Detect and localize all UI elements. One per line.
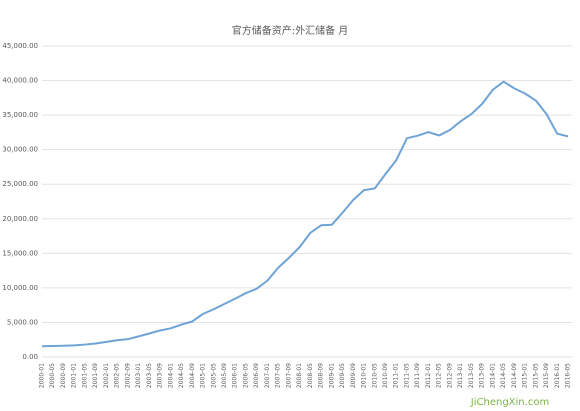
x-tick-label: 2014-09 [511, 363, 518, 388]
x-tick-label: 2010-09 [382, 363, 389, 388]
x-tick-label: 2003-09 [157, 363, 164, 388]
x-tick-label: 2004-01 [167, 363, 174, 388]
y-tick-label: 35,000.00 [2, 111, 38, 119]
x-tick-label: 2005-05 [210, 363, 217, 388]
y-tick-label: 25,000.00 [2, 180, 38, 188]
x-tick-label: 2010-05 [371, 363, 378, 388]
x-tick-label: 2001-01 [71, 363, 78, 388]
x-tick-label: 2009-05 [339, 363, 346, 388]
x-tick-label: 2013-09 [479, 363, 486, 388]
chart-title: 官方储备资产:外汇储备 月 [232, 24, 349, 37]
x-tick-label: 2012-09 [446, 363, 453, 388]
x-tick-label: 2011-01 [393, 363, 400, 388]
x-tick-label: 2006-01 [232, 363, 239, 388]
x-tick-label: 2006-09 [253, 363, 260, 388]
x-tick-label: 2000-05 [49, 363, 56, 388]
x-tick-label: 2002-05 [114, 363, 121, 388]
x-tick-label: 2005-01 [200, 363, 207, 388]
x-tick-label: 2015-01 [522, 363, 529, 388]
x-tick-label: 2016-05 [565, 363, 572, 388]
x-tick-label: 2004-05 [178, 363, 185, 388]
x-tick-label: 2001-05 [81, 363, 88, 388]
x-tick-label: 2001-09 [92, 363, 99, 388]
x-tick-label: 2011-09 [414, 363, 421, 388]
y-tick-label: 10,000.00 [2, 284, 38, 292]
x-tick-label: 2012-01 [425, 363, 432, 388]
x-tick-label: 2007-01 [264, 363, 271, 388]
x-tick-label: 2008-09 [318, 363, 325, 388]
x-tick-label: 2012-05 [436, 363, 443, 388]
x-tick-label: 2005-09 [221, 363, 228, 388]
x-tick-label: 2016-01 [554, 363, 561, 388]
x-tick-label: 2008-05 [307, 363, 314, 388]
y-tick-label: 5,000.00 [7, 318, 38, 326]
y-tick-label: 0.00 [22, 353, 38, 361]
y-tick-label: 45,000.00 [2, 42, 38, 50]
x-tick-label: 2000-01 [39, 363, 46, 388]
x-tick-label: 2008-01 [296, 363, 303, 388]
x-tick-label: 2007-09 [285, 363, 292, 388]
line-series [41, 80, 569, 348]
x-tick-label: 2011-05 [403, 363, 410, 388]
x-tick-label: 2013-05 [468, 363, 475, 388]
x-tick-label: 2006-05 [242, 363, 249, 388]
x-tick-label: 2007-05 [275, 363, 282, 388]
y-tick-label: 15,000.00 [2, 249, 38, 257]
x-tick-label: 2015-09 [543, 363, 550, 388]
y-tick-label: 20,000.00 [2, 215, 38, 223]
x-tick-label: 2010-01 [361, 363, 368, 388]
y-tick-label: 30,000.00 [2, 146, 38, 154]
x-tick-label: 2014-05 [500, 363, 507, 388]
x-tick-label: 2014-01 [489, 363, 496, 388]
x-tick-label: 2009-01 [328, 363, 335, 388]
x-tick-label: 2003-01 [135, 363, 142, 388]
x-tick-label: 2004-09 [189, 363, 196, 388]
x-tick-label: 2003-05 [146, 363, 153, 388]
x-tick-label: 2002-01 [103, 363, 110, 388]
x-tick-label: 2015-05 [532, 363, 539, 388]
y-tick-label: 40,000.00 [2, 77, 38, 85]
watermark: JiChengXin.com [470, 397, 549, 408]
x-tick-label: 2000-09 [60, 363, 67, 388]
x-tick-label: 2002-09 [124, 363, 131, 388]
x-tick-label: 2013-01 [457, 363, 464, 388]
x-tick-label: 2009-09 [350, 363, 357, 388]
